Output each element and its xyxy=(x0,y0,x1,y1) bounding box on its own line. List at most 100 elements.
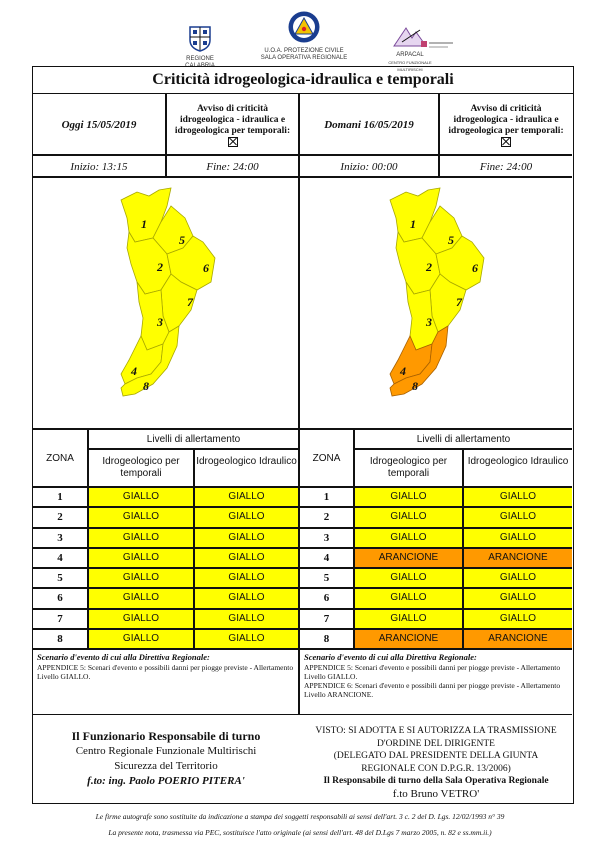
today-zone-8 xyxy=(120,325,180,397)
today-fine: Fine: 24:00 xyxy=(166,155,299,177)
tomorrow-map-label-3: 3 xyxy=(425,315,432,329)
tomorrow-row-level-temporali: GIALLO xyxy=(354,568,463,589)
tomorrow-map-label-4: 4 xyxy=(399,364,406,378)
today-row-zona: 4 xyxy=(33,547,88,568)
tomorrow-inizio: Inizio: 00:00 xyxy=(299,155,439,177)
signature-left-name: f.to: ing. Paolo POERIO PITERA' xyxy=(87,775,245,787)
tomorrow-map-label-5: 5 xyxy=(448,233,454,247)
today-map-label-8: 8 xyxy=(143,379,149,393)
tomorrow-avviso: Avviso di criticità idrogeologica - idra… xyxy=(439,93,572,155)
protezione-civile-icon xyxy=(288,11,320,43)
today-row-level-idraulico: GIALLO xyxy=(194,507,299,528)
signature-left-role: Il Funzionario Responsabile di turno xyxy=(71,729,261,743)
today-zone-1 xyxy=(120,187,172,243)
today-map-label-7: 7 xyxy=(187,295,194,309)
protezione-civile-logo: U.O.A. PROTEZIONE CIVILE SALA OPERATIVA … xyxy=(254,10,354,62)
today-row-zona: 1 xyxy=(33,487,88,508)
tomorrow-row-zona: 3 xyxy=(299,527,354,548)
today-map-label-1: 1 xyxy=(141,217,147,231)
tomorrow-col1-header: Idrogeologico per temporali xyxy=(354,449,463,487)
tomorrow-row-zona: 8 xyxy=(299,628,354,649)
signature-right-line4: REGIONALE CON D.P.G.R. 13/2006) xyxy=(361,763,511,774)
today-row-zona: 8 xyxy=(33,628,88,649)
today-zona-header: ZONA xyxy=(33,429,88,487)
today-row-level-temporali: GIALLO xyxy=(88,527,194,548)
tomorrow-scenario-line-2: APPENDICE 6: Scenari d'evento e possibil… xyxy=(304,681,561,699)
today-calabria-map: 1 2 3 4 5 6 7 8 xyxy=(120,187,216,397)
tomorrow-row-level-temporali: GIALLO xyxy=(354,487,463,508)
tomorrow-row-zona: 6 xyxy=(299,588,354,609)
today-row-level-idraulico: GIALLO xyxy=(194,547,299,568)
today-row-level-idraulico: GIALLO xyxy=(194,628,299,649)
tomorrow-row-level-idraulico: GIALLO xyxy=(463,507,572,528)
signature-right: VISTO: SI ADOTTA E SI AUTORIZZA LA TRASM… xyxy=(303,721,569,801)
tomorrow-calabria-map: 1 2 3 4 5 6 7 8 xyxy=(389,187,485,397)
today-scenario-heading: Scenario d'evento di cui alla Direttiva … xyxy=(37,652,210,662)
signature-right-line5: Il Responsabile di turno della Sala Oper… xyxy=(323,776,549,786)
logo-header: REGIONE CALABRIA U.O.A. PROTEZIONE CIVIL… xyxy=(0,8,600,72)
tomorrow-map-label-7: 7 xyxy=(456,295,463,309)
shield-icon xyxy=(189,26,211,52)
tomorrow-livelli-header: Livelli di allertamento xyxy=(354,429,572,449)
tomorrow-row-level-temporali: ARANCIONE xyxy=(354,547,463,568)
today-row-level-temporali: GIALLO xyxy=(88,547,194,568)
tomorrow-fine: Fine: 24:00 xyxy=(439,155,572,177)
today-map-label-2: 2 xyxy=(156,260,163,274)
tomorrow-row-level-temporali: GIALLO xyxy=(354,608,463,629)
tomorrow-row-level-temporali: ARANCIONE xyxy=(354,628,463,649)
today-row-level-idraulico: GIALLO xyxy=(194,487,299,508)
tomorrow-zone-8 xyxy=(389,325,449,397)
today-scenario: Scenario d'evento di cui alla Direttiva … xyxy=(33,649,299,715)
tomorrow-row-zona: 5 xyxy=(299,568,354,589)
tomorrow-row-zona: 2 xyxy=(299,507,354,528)
today-row-zona: 6 xyxy=(33,588,88,609)
today-row-level-idraulico: GIALLO xyxy=(194,608,299,629)
signature-left-dept: Sicurezza del Territorio xyxy=(114,760,218,772)
today-row-level-temporali: GIALLO xyxy=(88,487,194,508)
today-inizio: Inizio: 13:15 xyxy=(33,155,166,177)
tomorrow-avviso-text: Avviso di criticità idrogeologica - idra… xyxy=(448,104,564,136)
today-map-label-5: 5 xyxy=(179,233,185,247)
page-title: Criticità idrogeologica-idraulica e temp… xyxy=(33,67,573,94)
signature-right-name: f.to Bruno VETRO' xyxy=(392,787,480,800)
tomorrow-avviso-checkbox-icon xyxy=(501,137,511,147)
today-col2-header: Idrogeologico Idraulico xyxy=(194,449,299,487)
tomorrow-map-label-6: 6 xyxy=(472,261,478,275)
today-map-label-4: 4 xyxy=(130,364,137,378)
tomorrow-row-level-idraulico: ARANCIONE xyxy=(463,547,572,568)
arpacal-icon xyxy=(393,27,427,47)
tomorrow-date: Domani 16/05/2019 xyxy=(299,93,439,155)
today-col1-header: Idrogeologico per temporali xyxy=(88,449,194,487)
today-livelli-header: Livelli di allertamento xyxy=(88,429,299,449)
tomorrow-zone-1 xyxy=(389,187,441,243)
today-avviso-text: Avviso di criticità idrogeologica - idra… xyxy=(174,104,291,136)
today-row-level-idraulico: GIALLO xyxy=(194,588,299,609)
tomorrow-zona-header: ZONA xyxy=(299,429,354,487)
arpacal-logo: ARPACAL CENTRO FUNZIONALE MULTIRISCHI xyxy=(380,24,440,73)
tomorrow-map-label-2: 2 xyxy=(425,260,432,274)
signature-right-line1: VISTO: SI ADOTTA E SI AUTORIZZA LA TRASM… xyxy=(315,726,557,736)
today-row-level-temporali: GIALLO xyxy=(88,507,194,528)
today-map-label-3: 3 xyxy=(156,315,163,329)
today-avviso: Avviso di criticità idrogeologica - idra… xyxy=(166,93,299,155)
today-avviso-checkbox-icon xyxy=(227,137,238,147)
bulletin-frame: Criticità idrogeologica-idraulica e temp… xyxy=(32,66,574,804)
tomorrow-scenario-line-1: APPENDICE 5: Scenari d'evento e possibil… xyxy=(304,663,561,681)
signature-left-center: Centro Regionale Funzionale Multirischi xyxy=(75,745,257,757)
tomorrow-row-level-idraulico: ARANCIONE xyxy=(463,628,572,649)
today-map-panel: 1 2 3 4 5 6 7 8 xyxy=(33,177,299,429)
tomorrow-row-level-idraulico: GIALLO xyxy=(463,568,572,589)
today-row-level-temporali: GIALLO xyxy=(88,568,194,589)
mark-icon xyxy=(421,41,453,48)
tomorrow-row-level-idraulico: GIALLO xyxy=(463,608,572,629)
today-row-zona: 2 xyxy=(33,507,88,528)
tomorrow-row-level-idraulico: GIALLO xyxy=(463,588,572,609)
tomorrow-row-level-temporali: GIALLO xyxy=(354,507,463,528)
footer-note-1: Le firme autografe sono sostituite da in… xyxy=(95,812,505,821)
tomorrow-row-level-temporali: GIALLO xyxy=(354,588,463,609)
arpacal-secondary-logo xyxy=(420,38,454,50)
today-row-zona: 3 xyxy=(33,527,88,548)
signature-right-line2: D'ORDINE DEL DIRIGENTE xyxy=(377,738,495,749)
tomorrow-row-level-idraulico: GIALLO xyxy=(463,487,572,508)
tomorrow-map-label-1: 1 xyxy=(410,217,416,231)
